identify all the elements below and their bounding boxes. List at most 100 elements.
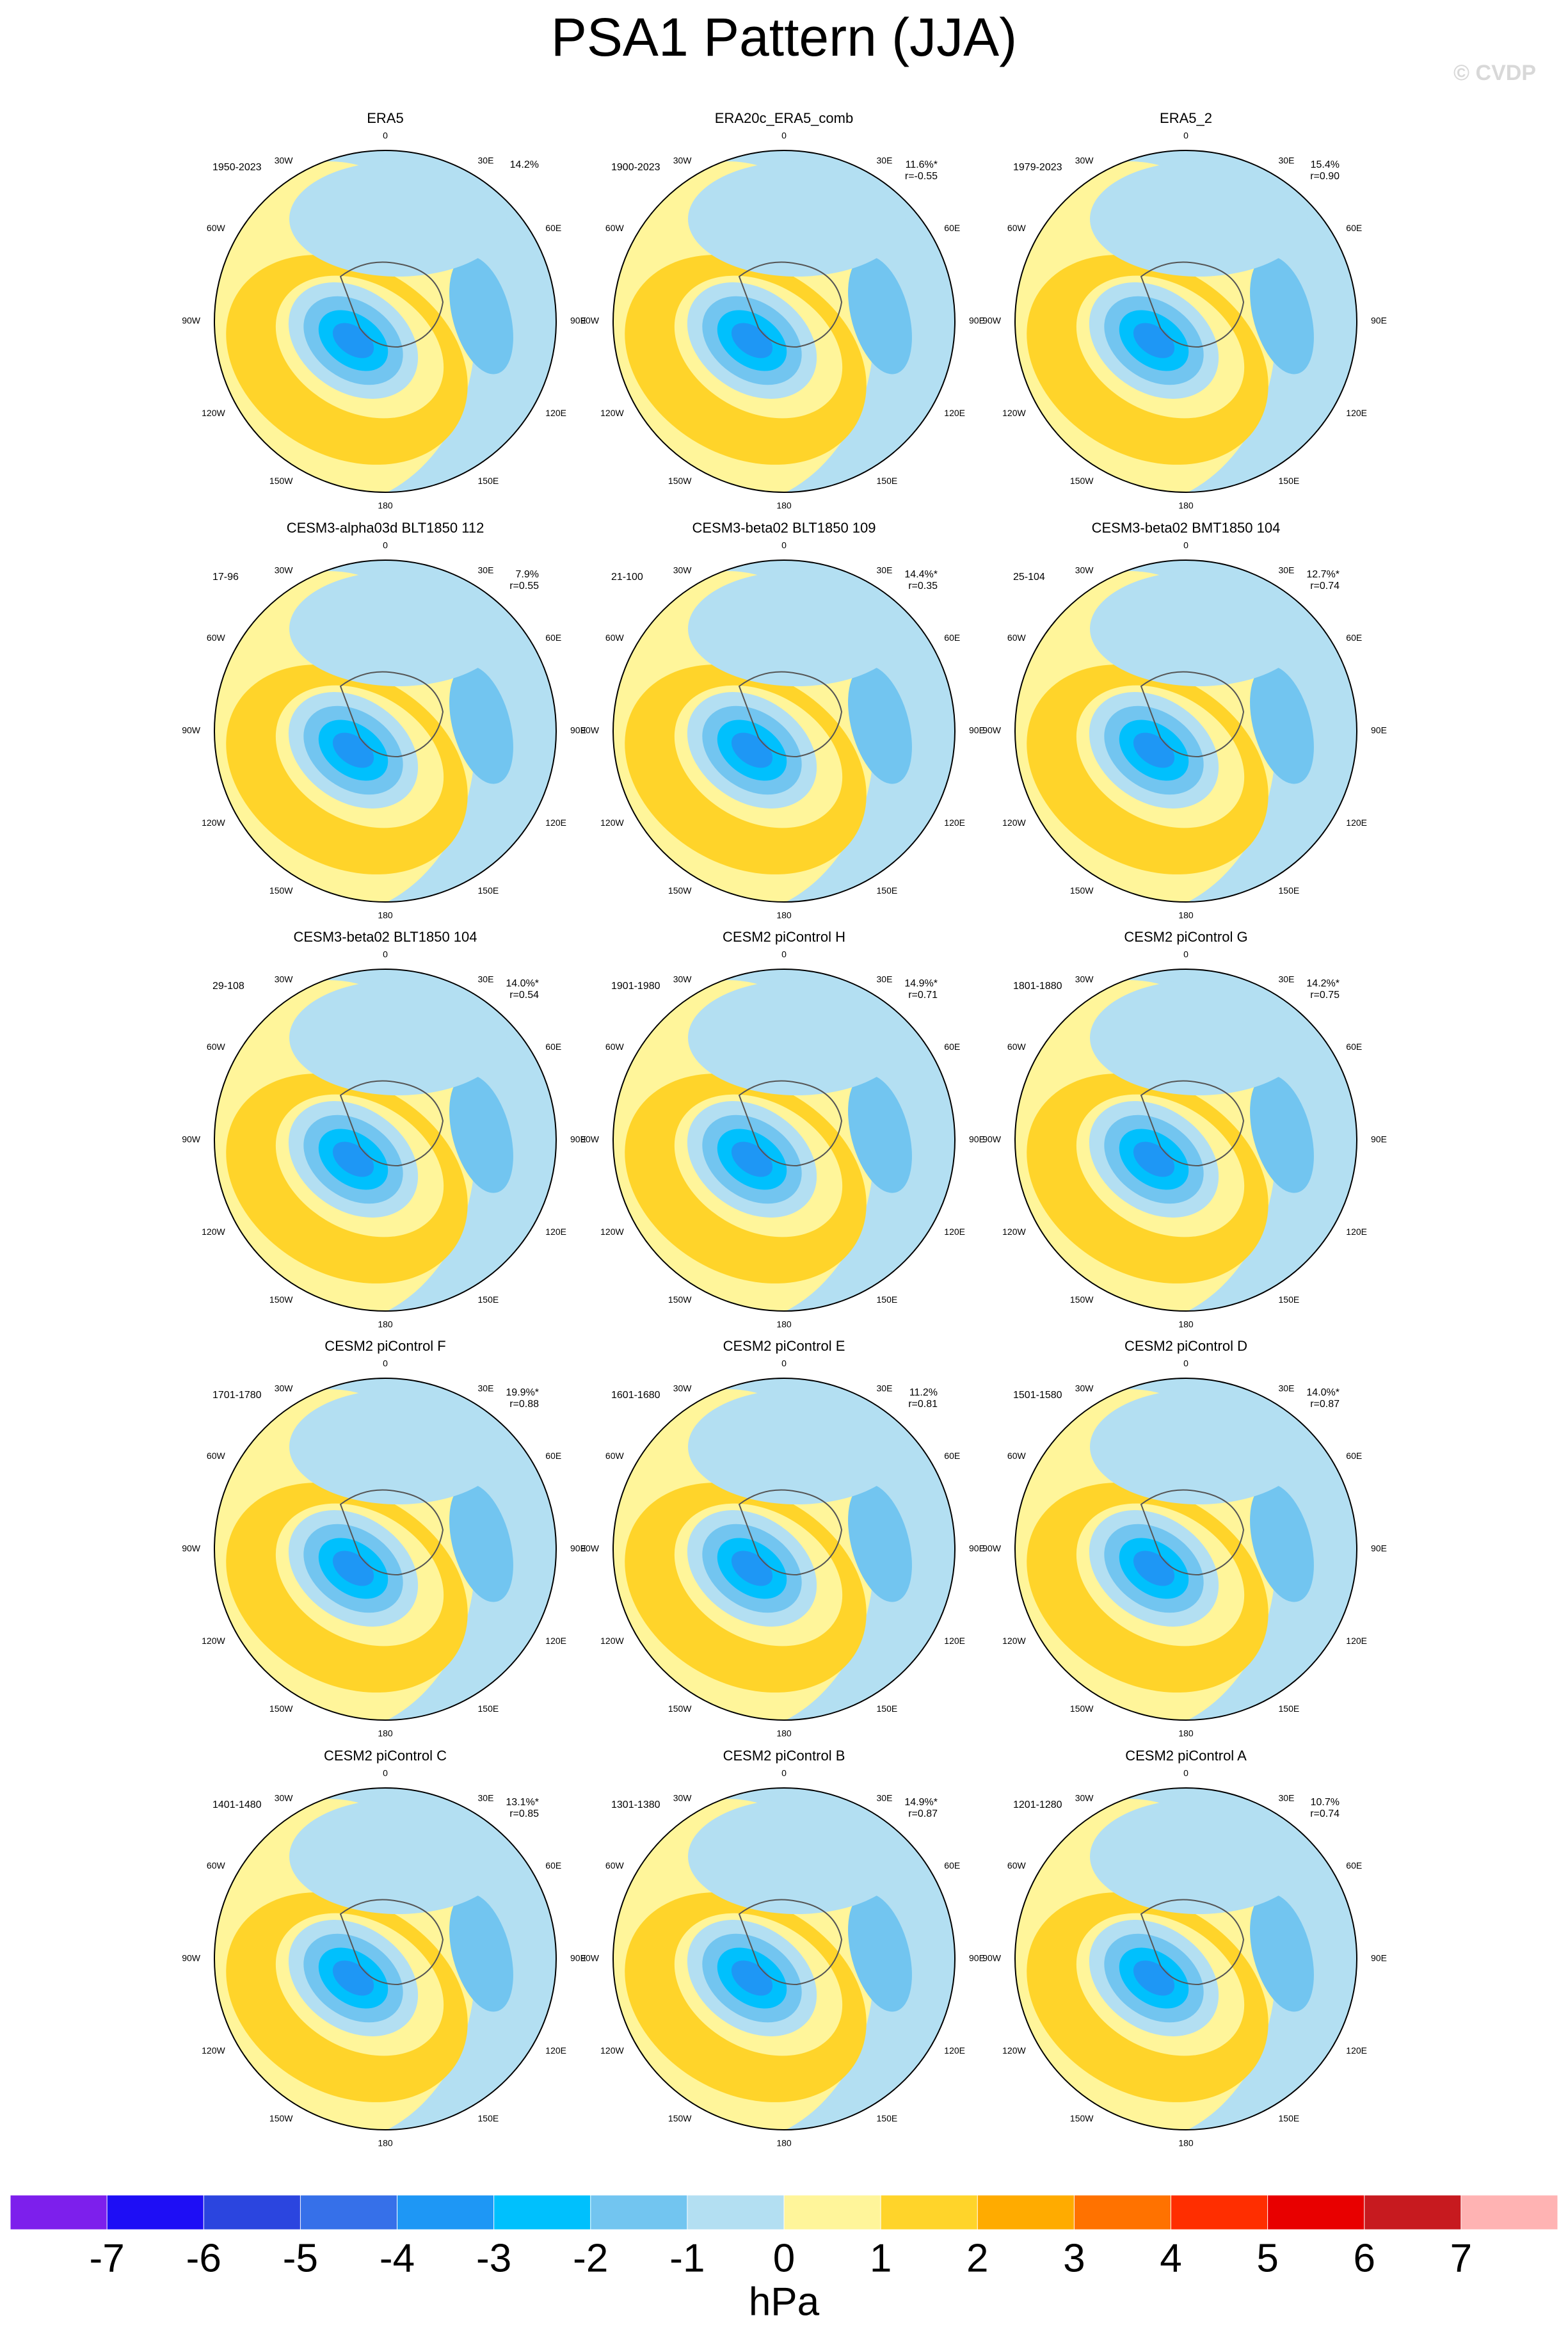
colorbar-tick-label: 3: [1063, 2236, 1085, 2280]
longitude-label: 0: [781, 540, 787, 551]
longitude-label: 150E: [1279, 2113, 1300, 2123]
negative-east: [848, 1483, 912, 1602]
panel-correlation: r=0.74: [1310, 1808, 1340, 1819]
map-border: [612, 559, 956, 903]
longitude-label: 90E: [570, 725, 586, 736]
longitude-label: 30E: [877, 155, 893, 165]
longitude-label: 90E: [1371, 1953, 1387, 1963]
panel-years: 25-104: [1013, 572, 1045, 583]
panel-correlation: r=0.87: [908, 1808, 938, 1819]
longitude-label: 0: [383, 131, 388, 141]
map-border: [612, 150, 956, 493]
colorbar-box: [1364, 2195, 1461, 2230]
colorbar-tick-label: 1: [870, 2236, 892, 2280]
negative-4: [1133, 1141, 1175, 1177]
colorbar-box: [397, 2195, 494, 2230]
negative-east: [449, 1893, 513, 2012]
longitude-label: 120E: [944, 1227, 965, 1237]
longitude-label: 30E: [1279, 565, 1295, 575]
longitude-label: 90W: [982, 1134, 1002, 1145]
coastline: [339, 1080, 444, 1167]
panel-years: 17-96: [212, 572, 239, 583]
panel-title: CESM3-beta02 BMT1850 104: [1092, 520, 1281, 536]
longitude-label: 120W: [202, 1636, 225, 1646]
colorbar-tick-label: -4: [380, 2236, 415, 2280]
longitude-label: 120W: [600, 1636, 624, 1646]
colorbar-box: [687, 2195, 784, 2230]
longitude-label: 90W: [182, 725, 201, 736]
longitude-label: 180: [1178, 910, 1194, 921]
colorbar-label: hPa: [749, 2280, 820, 2324]
negative-north: [688, 1799, 906, 1914]
longitude-label: 90E: [1371, 725, 1387, 736]
map-panel: CESM2 piControl A 1201-1280 10.7%r=0.74 0 30…: [982, 1748, 1387, 2148]
map-panel: CESM2 piControl E 1601-1680 11.2%r=0.81 0 30…: [580, 1338, 985, 1739]
map-panel: CESM2 piControl F 1701-1780 19.9%*r=0.88 0 3…: [182, 1338, 586, 1739]
longitude-label: 30W: [275, 974, 294, 984]
coastline: [339, 1899, 444, 1986]
longitude-label: 120E: [545, 817, 566, 828]
longitude-label: 60W: [1007, 223, 1027, 233]
colorbar-tick-label: 4: [1160, 2236, 1181, 2280]
longitude-label: 30W: [673, 155, 692, 165]
longitude-label: 120E: [545, 1636, 566, 1646]
longitude-label: 120W: [600, 817, 624, 828]
longitude-label: 60E: [1346, 223, 1362, 233]
map-border: [612, 1787, 956, 2130]
colorbar-tick-label: -1: [669, 2236, 705, 2280]
map-panel: ERA5 1950-2023 14.2% 0 30E 60E 90E 120E 150E 180 1…: [182, 110, 586, 511]
longitude-label: 180: [378, 1728, 393, 1739]
panel-years: 1501-1580: [1013, 1390, 1062, 1401]
longitude-label: 120W: [202, 408, 225, 418]
negative-north: [289, 571, 507, 686]
contour-field: [214, 150, 556, 492]
negative-4: [1133, 1550, 1175, 1586]
colorbar-tick-label: 6: [1354, 2236, 1375, 2280]
negative-east: [1250, 255, 1314, 374]
longitude-label: 150W: [668, 1294, 692, 1305]
map-border: [612, 969, 956, 1312]
longitude-label: 90W: [580, 1543, 600, 1554]
panel-correlation: r=0.74: [1310, 581, 1340, 592]
longitude-label: 150E: [877, 2113, 898, 2123]
longitude-label: 0: [383, 1358, 388, 1369]
longitude-label: 120E: [1346, 1227, 1367, 1237]
map-border: [1014, 1787, 1357, 2130]
longitude-label: 120W: [600, 2045, 624, 2056]
longitude-label: 90W: [580, 316, 600, 326]
longitude-label: 0: [1183, 1358, 1188, 1369]
contour-field: [1015, 969, 1357, 1311]
colorbar-box: [107, 2195, 204, 2230]
negative-4: [731, 1960, 773, 1996]
longitude-label: 60W: [605, 1860, 625, 1871]
longitude-label: 150W: [269, 2113, 293, 2123]
longitude-label: 150W: [1070, 885, 1094, 896]
map-panel: CESM3-beta02 BLT1850 104 29-108 14.0%*r=0.…: [182, 929, 586, 1330]
colorbar-box: [977, 2195, 1075, 2230]
longitude-label: 120E: [1346, 2045, 1367, 2056]
panel-correlation: r=0.55: [509, 581, 539, 592]
longitude-label: 60E: [545, 223, 561, 233]
longitude-label: 60W: [605, 223, 625, 233]
negative-4: [731, 732, 773, 768]
longitude-label: 120E: [944, 1636, 965, 1646]
negative-east: [848, 255, 912, 374]
longitude-label: 180: [1178, 1319, 1194, 1330]
panel-correlation: r=0.71: [908, 990, 938, 1001]
colorbar-box: [300, 2195, 397, 2230]
colorbar-tick-label: -2: [573, 2236, 608, 2280]
longitude-label: 90E: [1371, 1543, 1387, 1554]
map-panel: CESM2 piControl B 1301-1380 14.9%*r=0.87 0 3…: [580, 1748, 985, 2148]
longitude-label: 90E: [1371, 1134, 1387, 1145]
coastline: [1140, 1489, 1245, 1576]
colorbar-tick-label: 7: [1450, 2236, 1472, 2280]
longitude-label: 90W: [182, 1953, 201, 1963]
map-border: [214, 1787, 557, 2130]
negative-east: [449, 665, 513, 784]
longitude-label: 30E: [478, 1792, 494, 1803]
longitude-label: 60W: [207, 1042, 226, 1052]
negative-north: [688, 1389, 906, 1504]
longitude-label: 180: [776, 501, 792, 511]
negative-north: [688, 161, 906, 277]
map-panel: ERA20c_ERA5_comb 1900-2023 11.6%*r=-0.55 0 3…: [580, 110, 985, 511]
